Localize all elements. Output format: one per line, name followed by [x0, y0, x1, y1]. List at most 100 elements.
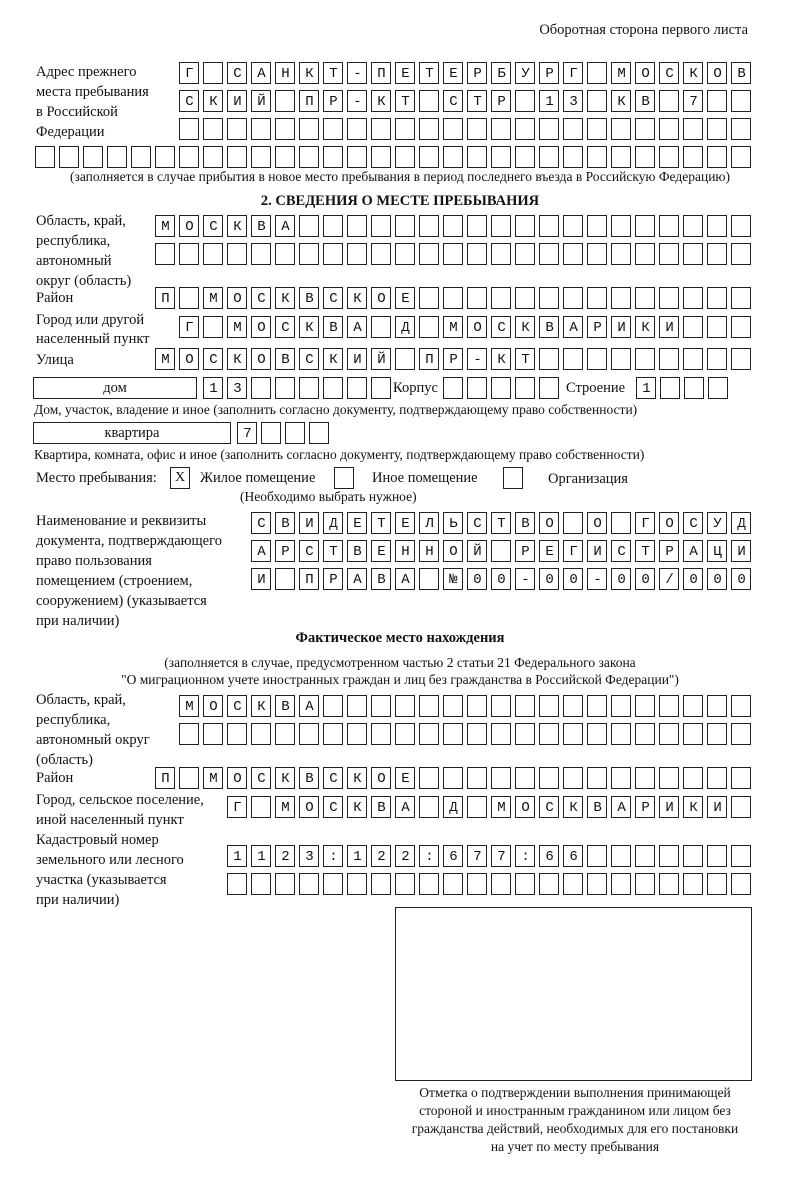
char-cell[interactable]: [491, 62, 511, 84]
char-cell[interactable]: [347, 287, 367, 309]
char-cell[interactable]: [275, 62, 295, 84]
char-cell[interactable]: [707, 118, 727, 140]
char-cell[interactable]: [707, 243, 727, 265]
char-cell[interactable]: [251, 845, 271, 867]
char-cell[interactable]: [251, 695, 271, 717]
char-cell[interactable]: [443, 316, 463, 338]
char-cell[interactable]: [443, 845, 463, 867]
char-cell[interactable]: [683, 90, 703, 112]
char-cell[interactable]: [203, 723, 223, 745]
char-cell[interactable]: [491, 512, 511, 534]
char-cell[interactable]: [731, 348, 751, 370]
char-cell[interactable]: [395, 90, 415, 112]
char-cell[interactable]: [707, 695, 727, 717]
char-cell[interactable]: [251, 767, 271, 789]
char-cell[interactable]: [347, 243, 367, 265]
char-cell[interactable]: [395, 845, 415, 867]
char-cell[interactable]: [395, 287, 415, 309]
char-cell[interactable]: [323, 62, 343, 84]
char-cell[interactable]: [371, 767, 391, 789]
char-cell[interactable]: [731, 90, 751, 112]
char-cell[interactable]: [299, 873, 319, 895]
char-cell[interactable]: [659, 723, 679, 745]
char-cell[interactable]: [563, 215, 583, 237]
char-cell[interactable]: [419, 146, 439, 168]
char-cell[interactable]: [611, 90, 631, 112]
char-cell[interactable]: [515, 695, 535, 717]
char-cell[interactable]: [179, 767, 199, 789]
char-cell[interactable]: [515, 568, 535, 590]
char-cell[interactable]: [395, 767, 415, 789]
char-cell[interactable]: [659, 287, 679, 309]
char-cell[interactable]: [587, 568, 607, 590]
char-cell[interactable]: [371, 146, 391, 168]
char-cell[interactable]: [611, 287, 631, 309]
char-cell[interactable]: [587, 512, 607, 534]
char-cell[interactable]: [203, 287, 223, 309]
char-cell[interactable]: [371, 243, 391, 265]
char-cell[interactable]: [251, 796, 271, 818]
region-row-2[interactable]: [155, 243, 752, 265]
char-cell[interactable]: [707, 90, 727, 112]
prev-address-row-2[interactable]: СКИЙ ПР-КТ СТР 13 КВ 7: [179, 90, 752, 112]
char-cell[interactable]: [419, 873, 439, 895]
house-type-field[interactable]: дом: [33, 377, 197, 399]
char-cell[interactable]: [467, 767, 487, 789]
actual-region-row-1[interactable]: МОСКВА: [179, 695, 752, 717]
char-cell[interactable]: [275, 723, 295, 745]
char-cell[interactable]: [467, 316, 487, 338]
char-cell[interactable]: [155, 243, 175, 265]
char-cell[interactable]: [251, 873, 271, 895]
char-cell[interactable]: [659, 767, 679, 789]
char-cell[interactable]: [683, 348, 703, 370]
char-cell[interactable]: [299, 243, 319, 265]
char-cell[interactable]: [35, 146, 55, 168]
char-cell[interactable]: [683, 146, 703, 168]
char-cell[interactable]: [371, 796, 391, 818]
char-cell[interactable]: [491, 118, 511, 140]
char-cell[interactable]: [299, 796, 319, 818]
char-cell[interactable]: [227, 62, 247, 84]
char-cell[interactable]: [275, 316, 295, 338]
char-cell[interactable]: [395, 796, 415, 818]
char-cell[interactable]: [707, 540, 727, 562]
char-cell[interactable]: [587, 796, 607, 818]
char-cell[interactable]: [395, 316, 415, 338]
char-cell[interactable]: [683, 845, 703, 867]
char-cell[interactable]: [659, 512, 679, 534]
char-cell[interactable]: [323, 540, 343, 562]
char-cell[interactable]: [395, 723, 415, 745]
char-cell[interactable]: [611, 767, 631, 789]
char-cell[interactable]: [563, 316, 583, 338]
char-cell[interactable]: [731, 568, 751, 590]
char-cell[interactable]: [731, 695, 751, 717]
char-cell[interactable]: [419, 767, 439, 789]
char-cell[interactable]: [707, 845, 727, 867]
char-cell[interactable]: [299, 90, 319, 112]
char-cell[interactable]: [467, 568, 487, 590]
building-row[interactable]: 1: [636, 377, 729, 399]
char-cell[interactable]: [203, 62, 223, 84]
char-cell[interactable]: [419, 695, 439, 717]
char-cell[interactable]: [275, 377, 295, 399]
char-cell[interactable]: [323, 512, 343, 534]
char-cell[interactable]: [443, 796, 463, 818]
doc-row-3[interactable]: И ПРАВА №00-00-00/000: [251, 568, 752, 590]
char-cell[interactable]: [419, 348, 439, 370]
char-cell[interactable]: [203, 316, 223, 338]
char-cell[interactable]: [275, 146, 295, 168]
char-cell[interactable]: [395, 243, 415, 265]
actual-city-row[interactable]: Г МОСКВА Д МОСКВАРИКИ: [227, 796, 752, 818]
char-cell[interactable]: [59, 146, 79, 168]
char-cell[interactable]: [347, 845, 367, 867]
char-cell[interactable]: [731, 118, 751, 140]
char-cell[interactable]: [371, 287, 391, 309]
char-cell[interactable]: [587, 723, 607, 745]
char-cell[interactable]: [419, 512, 439, 534]
char-cell[interactable]: [515, 348, 535, 370]
char-cell[interactable]: [563, 90, 583, 112]
char-cell[interactable]: [395, 146, 415, 168]
char-cell[interactable]: [539, 146, 559, 168]
char-cell[interactable]: [443, 348, 463, 370]
char-cell[interactable]: [683, 568, 703, 590]
